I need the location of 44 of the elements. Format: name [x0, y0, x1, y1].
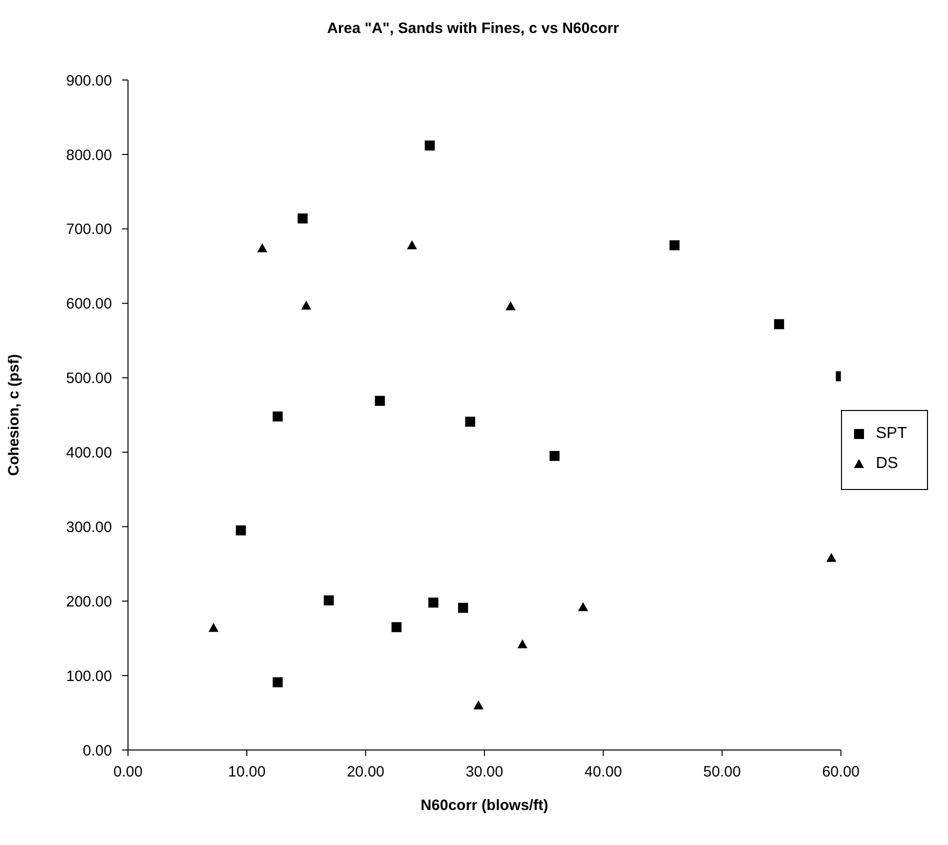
- y-tick-label: 0.00: [82, 742, 112, 760]
- x-tick-label: 10.00: [228, 764, 266, 781]
- x-axis-title: N60corr (blows/ft): [420, 797, 548, 814]
- y-tick-label: 900.00: [66, 72, 112, 90]
- point: [374, 396, 385, 406]
- point: [458, 602, 468, 613]
- point: [473, 700, 484, 710]
- point: [428, 598, 438, 608]
- point: [324, 595, 334, 606]
- y-tick-label: 800.00: [66, 146, 112, 164]
- point: [257, 243, 268, 252]
- point: [301, 300, 312, 310]
- point: [578, 602, 588, 612]
- point: [272, 411, 283, 422]
- point: [550, 450, 560, 461]
- y-tick-label: 600.00: [66, 296, 112, 313]
- y-tick-label: 700.00: [66, 221, 112, 238]
- point: [517, 639, 528, 648]
- point: [670, 240, 680, 250]
- point: [208, 622, 219, 632]
- y-tick-label: 100.00: [66, 668, 112, 685]
- x-tick-label: 30.00: [466, 764, 504, 781]
- point: [506, 301, 516, 310]
- chart-title: Area "A", Sands with Fines, c vs N60corr: [326, 19, 620, 39]
- point: [236, 525, 246, 536]
- point: [465, 416, 476, 427]
- y-tick-label: 400.00: [66, 444, 112, 462]
- point: [826, 552, 836, 562]
- point: [298, 213, 308, 224]
- y-tick-label: 200.00: [66, 593, 112, 610]
- x-tick-label: 60.00: [822, 764, 860, 781]
- y-tick-label: 500.00: [66, 370, 112, 388]
- point: [774, 319, 784, 330]
- point: [272, 677, 283, 688]
- point: [392, 622, 402, 632]
- point: [406, 240, 417, 250]
- x-tick-label: 20.00: [346, 764, 384, 781]
- x-tick-label: 40.00: [584, 764, 622, 781]
- y-tick-label: 300.00: [66, 518, 112, 536]
- legend-label: DS: [876, 455, 898, 473]
- x-tick-label: 0.00: [113, 764, 143, 781]
- point: [424, 140, 435, 151]
- legend-label: SPT: [876, 425, 907, 443]
- x-tick-label: 50.00: [703, 764, 741, 781]
